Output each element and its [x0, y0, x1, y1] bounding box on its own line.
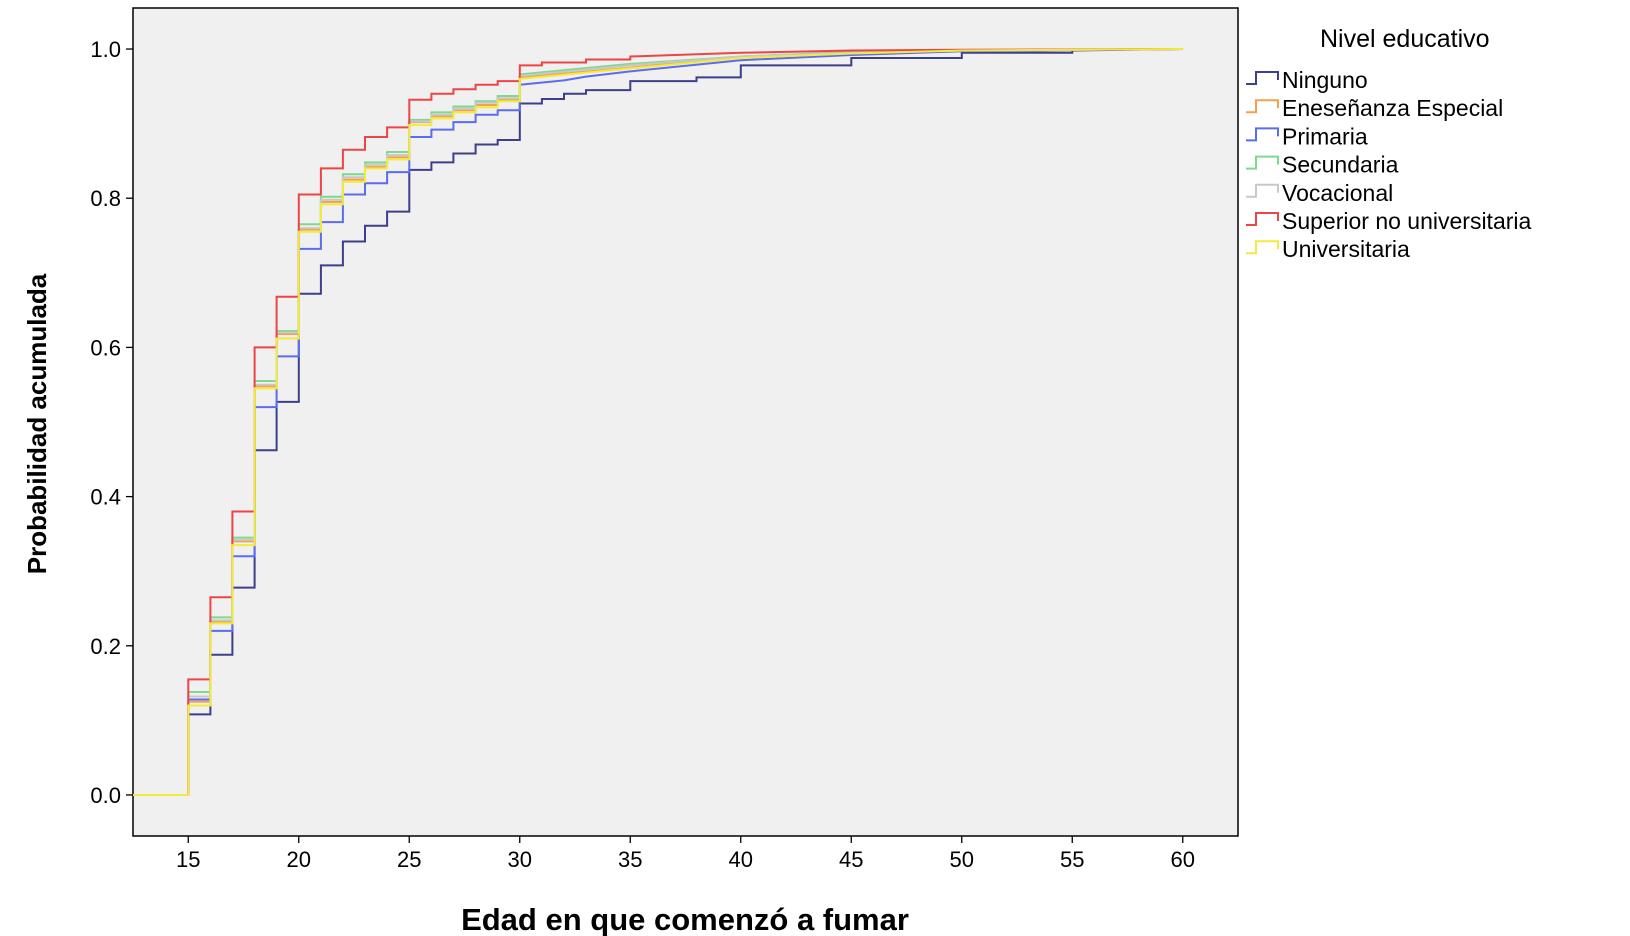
legend-swatch-ninguno	[1246, 71, 1279, 85]
y-tick-label: 1.0	[90, 37, 121, 62]
plot-area-background	[132, 7, 1239, 837]
legend-label-universitaria: Universitaria	[1282, 236, 1410, 262]
legend-label-secundaria: Secundaria	[1282, 152, 1399, 178]
y-tick-label: 0.2	[90, 634, 121, 659]
legend-swatch-secundaria	[1246, 155, 1279, 170]
legend-label-ninguno: Ninguno	[1282, 67, 1368, 93]
legend-title: Nivel educativo	[1320, 25, 1490, 53]
x-tick-label: 45	[839, 847, 863, 872]
series-line-vocacional	[133, 48, 1183, 796]
series-line-universitaria	[133, 48, 1183, 796]
y-tick-label: 0.4	[90, 485, 121, 510]
x-tick-label: 35	[618, 847, 642, 872]
y-tick-label: 0.6	[90, 335, 121, 360]
x-tick-label: 15	[176, 847, 200, 872]
y-axis: 0.0 0.2 0.4 0.6 0.8 1.0	[90, 37, 133, 808]
x-tick-label: 30	[508, 847, 532, 872]
x-tick-label: 55	[1060, 847, 1084, 872]
x-tick-label: 50	[950, 847, 974, 872]
legend-swatch-universitaria	[1246, 240, 1279, 255]
x-axis-title: Edad en que comenzó a fumar	[461, 902, 909, 936]
series-layer	[133, 48, 1183, 796]
legend-label-primaria: Primaria	[1282, 123, 1368, 149]
y-tick-label: 0.0	[90, 783, 121, 808]
legend-swatch-vocacional	[1246, 183, 1279, 198]
legend-swatch-primaria	[1246, 127, 1279, 142]
legend-swatch-superior-no-universitaria	[1246, 212, 1279, 226]
legend-label-enese-anza-especial: Eneseñanza Especial	[1282, 95, 1503, 121]
y-axis-title: Probabilidad acumulada	[22, 273, 52, 574]
x-tick-label: 25	[397, 847, 421, 872]
series-line-primaria	[133, 48, 1183, 796]
series-line-secundaria	[133, 48, 1183, 796]
series-line-ninguno	[133, 48, 1183, 796]
legend-label-superior-no-universitaria: Superior no universitaria	[1282, 208, 1532, 234]
x-tick-label: 40	[729, 847, 753, 872]
legend-label-vocacional: Vocacional	[1282, 180, 1393, 206]
x-tick-label: 20	[287, 847, 311, 872]
y-tick-label: 0.8	[90, 186, 121, 211]
x-tick-label: 60	[1171, 847, 1195, 872]
x-axis: 15 20 25 30 35 40 45 50 55 60	[176, 836, 1195, 872]
series-line-enese-anza-especial	[133, 48, 1183, 796]
legend-swatch-enese-anza-especial	[1246, 99, 1279, 114]
